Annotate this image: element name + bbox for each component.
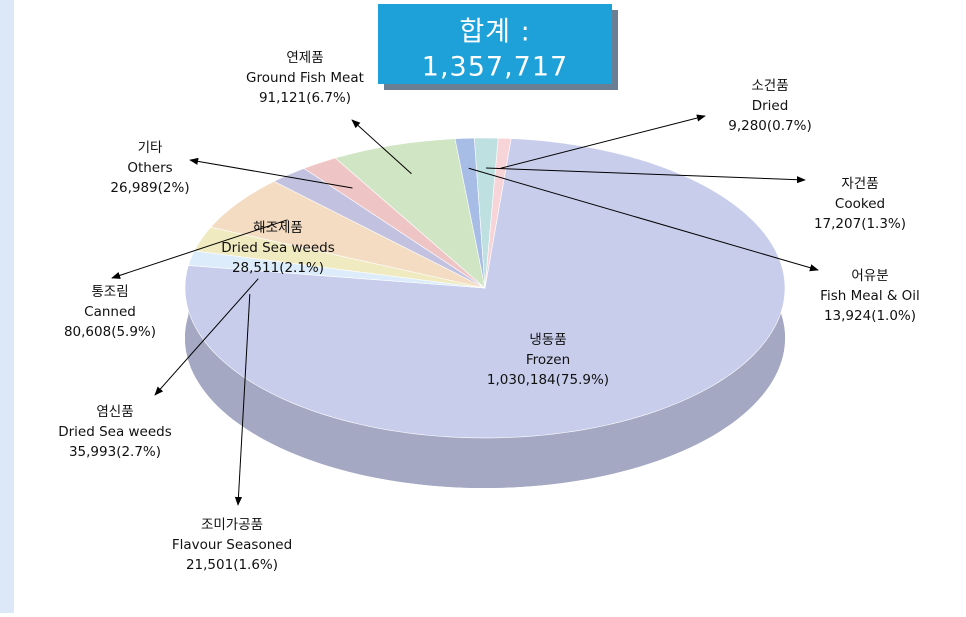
- leader-arrow: [111, 219, 288, 279]
- slice-label-en: Dried Sea weeds: [221, 240, 335, 256]
- leader-arrow: [486, 167, 806, 184]
- slice-label-en: Frozen: [526, 352, 570, 368]
- slice-value-label: 21,501(1.6%): [186, 557, 278, 573]
- total-box: 합계 : 1,357,717: [378, 4, 618, 90]
- slice-value-label: 13,924(1.0%): [824, 308, 916, 324]
- slice-value-label: 35,993(2.7%): [69, 444, 161, 460]
- slice-label-ko: 냉동품: [529, 332, 566, 348]
- leader-arrow: [468, 167, 819, 272]
- slice-value-label: 28,511(2.1%): [232, 260, 324, 276]
- slice: [193, 226, 486, 289]
- slice: [484, 137, 512, 289]
- leader-arrow: [189, 157, 353, 189]
- slice-label-en: Others: [127, 160, 172, 176]
- slice-label-en: Cooked: [835, 196, 885, 212]
- slice-label-en: Canned: [84, 304, 136, 320]
- slice-value-label: 1,030,184(75.9%): [487, 372, 609, 388]
- side-strip: [0, 0, 14, 613]
- leader-arrow: [500, 114, 706, 169]
- slice-label-en: Dried Sea weeds: [58, 424, 172, 440]
- total-value: 1,357,717: [422, 52, 568, 83]
- slice-label-ko: 자건품: [841, 176, 878, 192]
- slice-label-ko: 해조제품: [253, 220, 303, 236]
- slice-label-ko: 염신품: [96, 404, 133, 420]
- slice-label-en: Flavour Seasoned: [172, 537, 292, 553]
- slice-label-en: Dried: [752, 98, 789, 114]
- leader-arrow: [351, 119, 412, 175]
- slice-value-label: 91,121(6.7%): [259, 90, 351, 106]
- slice-label-ko: 연제품: [286, 50, 323, 66]
- total-label: 합계 :: [459, 17, 530, 48]
- slice-value-label: 80,608(5.9%): [64, 324, 156, 340]
- slice-label-ko: 소건품: [751, 78, 788, 94]
- slice-label-ko: 통조림: [91, 284, 128, 300]
- labels: 냉동품 Frozen 1,030,184(75.9%) 조미가공품 Flavour Se…: [58, 50, 920, 573]
- slice-label-ko: 조미가공품: [201, 517, 263, 533]
- slice-label-en: Ground Fish Meat: [246, 70, 364, 86]
- slice-label-en: Fish Meal & Oil: [820, 288, 920, 304]
- leader-arrow: [154, 278, 259, 396]
- slice-label-ko: 기타: [138, 140, 163, 156]
- slice: [334, 138, 486, 289]
- slice-value-label: 17,207(1.3%): [814, 216, 906, 232]
- total-bg: [378, 4, 612, 84]
- slice-value-label: 26,989(2%): [110, 180, 189, 196]
- slice-value-label: 9,280(0.7%): [728, 118, 811, 134]
- slice: [210, 181, 486, 289]
- pie: [184, 137, 786, 488]
- leader-arrow: [234, 294, 251, 506]
- slice-label-ko: 어유분: [851, 268, 888, 284]
